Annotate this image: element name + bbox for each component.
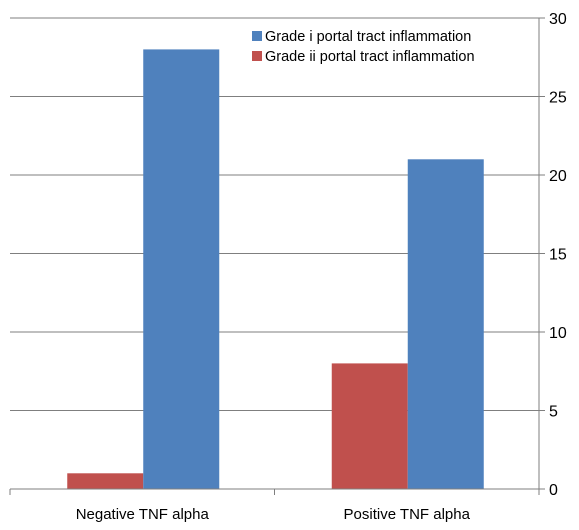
axes [9,17,545,495]
x-category-label: Positive TNF alpha [344,506,471,523]
bar-grade-i-1 [407,159,484,490]
y-tick-label: 0 [549,482,558,499]
x-category-labels: Negative TNF alpha Positive TNF alpha [76,506,471,523]
y-tick-label: 10 [549,325,567,342]
legend-label-grade-i: Grade i portal tract inflammation [265,29,471,45]
bar-grade-i-0 [143,49,220,490]
y-tick-label: 15 [549,247,567,264]
y-tick-label: 20 [549,168,567,185]
bar-grade-ii-1 [331,363,408,489]
y-tick-labels: 0 5 10 15 20 25 30 [549,11,567,499]
bars [67,49,484,490]
y-tick-label: 30 [549,11,567,28]
y-tick-label: 25 [549,90,567,107]
legend-swatch-grade-i [252,31,262,41]
legend: Grade i portal tract inflammation Grade i… [252,29,475,65]
legend-swatch-grade-ii [252,51,262,61]
x-category-label: Negative TNF alpha [76,506,210,523]
y-tick-label: 5 [549,404,558,421]
legend-label-grade-ii: Grade ii portal tract inflammation [265,49,475,65]
bar-grade-ii-0 [67,473,144,489]
